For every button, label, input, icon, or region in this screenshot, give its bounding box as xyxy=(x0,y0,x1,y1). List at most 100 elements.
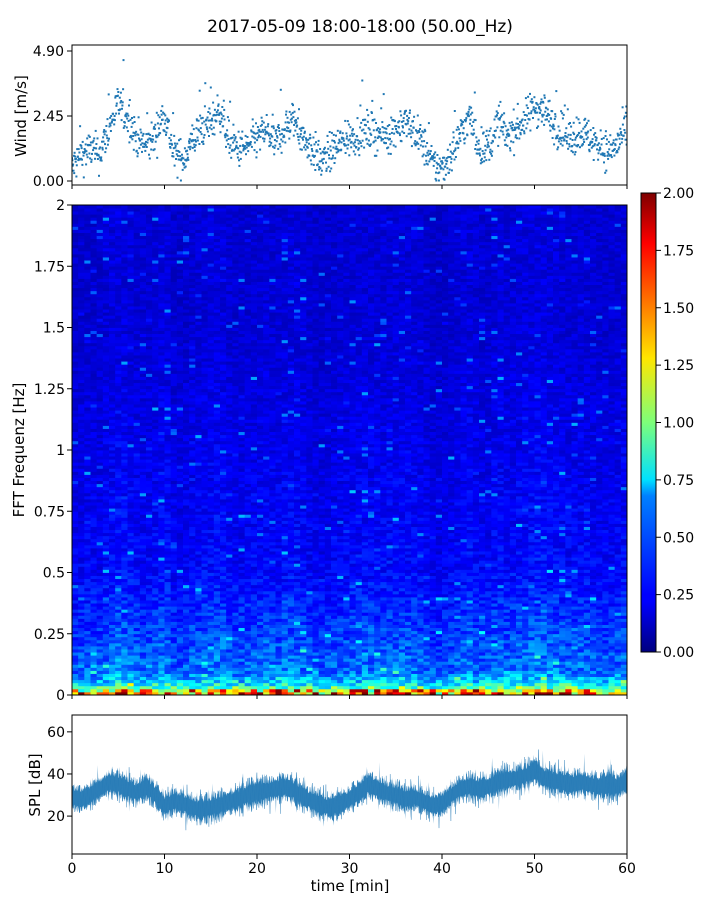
wind-point xyxy=(477,148,480,151)
spectrogram-cell xyxy=(152,401,159,405)
wind-point xyxy=(122,59,125,62)
spectrogram-cell xyxy=(133,691,141,695)
wind-point xyxy=(615,138,618,141)
spectrogram-cell xyxy=(109,541,116,546)
spectrogram-cell xyxy=(164,275,172,279)
spectrogram-cell xyxy=(84,673,92,678)
wind-point xyxy=(512,141,515,144)
wind-point xyxy=(337,150,340,153)
spectrogram-cell xyxy=(139,578,147,583)
wind-point xyxy=(229,100,232,103)
spectrogram-cell xyxy=(176,208,184,212)
wind-point xyxy=(353,144,356,147)
spectrogram-cell xyxy=(133,367,141,371)
spectrogram-cell xyxy=(164,238,172,243)
spectrogram-cell xyxy=(158,257,166,261)
spectrogram-cell xyxy=(96,477,104,482)
spectrogram-cell xyxy=(78,587,85,592)
wind-point xyxy=(328,157,331,160)
spectrogram-cell xyxy=(139,691,147,695)
spectrogram-cell xyxy=(189,232,196,237)
spectrogram-cell xyxy=(195,658,203,662)
spectrogram-cell xyxy=(176,462,184,466)
spectrogram-cell xyxy=(115,627,122,632)
wind-point xyxy=(496,114,498,117)
spectrogram-cell xyxy=(84,563,92,567)
spectrogram-cell xyxy=(78,345,85,350)
spectrogram-cell xyxy=(109,480,116,485)
spectrogram-cell xyxy=(152,578,159,583)
spectrogram-cell xyxy=(84,321,92,325)
spectrogram-cell xyxy=(90,355,98,359)
wind-point xyxy=(402,120,405,123)
wind-point xyxy=(570,125,573,128)
spectrogram-cell xyxy=(84,615,92,619)
spectrogram-cell xyxy=(133,275,141,279)
spectrogram-cell xyxy=(127,324,135,328)
spectrogram-cell xyxy=(158,492,166,497)
spectrogram-cell xyxy=(90,367,98,371)
spectrogram-cell xyxy=(78,682,85,687)
spectrogram-cell xyxy=(146,688,153,693)
spectrogram-cell xyxy=(146,254,153,258)
spectrogram-cell xyxy=(90,486,98,491)
spectrogram-cell xyxy=(152,266,159,270)
spectrogram-cell xyxy=(133,557,141,561)
spectrogram-cell xyxy=(78,318,85,322)
wind-point xyxy=(256,139,259,142)
spectrogram-cell xyxy=(90,544,98,549)
spectrogram-cell xyxy=(72,440,79,445)
spectrogram-cell xyxy=(170,345,178,350)
spectrogram-cell xyxy=(183,471,190,475)
spectrogram-cell xyxy=(78,358,85,362)
spectrogram-cell xyxy=(176,226,184,230)
spectrogram-cell xyxy=(121,603,129,607)
spectrogram-cell xyxy=(139,367,147,371)
spectrogram-cell xyxy=(109,544,116,549)
wind-point xyxy=(84,143,87,146)
spectrogram-cell xyxy=(183,299,190,304)
spectrogram-cell xyxy=(78,211,85,215)
spectrogram-cell xyxy=(72,538,79,543)
spectrogram-cell xyxy=(183,235,190,240)
wind-point xyxy=(543,123,546,126)
spectrogram-cell xyxy=(183,587,190,592)
spectrogram-cell xyxy=(96,345,104,350)
spectrogram-cell xyxy=(102,679,110,684)
spectrogram-cell xyxy=(115,379,122,384)
spectrogram-cell xyxy=(96,584,104,589)
spectrogram-cell xyxy=(195,679,203,684)
spectrogram-cell xyxy=(127,355,135,359)
spectrogram-cell xyxy=(72,557,79,561)
spectrogram-cell xyxy=(84,388,92,393)
spectrogram-cell xyxy=(127,630,135,635)
spectrogram-cell xyxy=(90,260,98,264)
spectrogram-cell xyxy=(146,348,153,353)
spectrogram-cell xyxy=(139,661,147,665)
wind-point xyxy=(560,136,563,139)
spectrogram-cell xyxy=(189,428,196,433)
wind-point xyxy=(127,114,130,117)
spectrogram-cell xyxy=(96,275,104,279)
spectrogram-cell xyxy=(164,355,172,359)
spectrogram-cell xyxy=(84,275,92,279)
spectrogram-cell xyxy=(183,296,190,301)
wind-point xyxy=(280,151,283,154)
spectrogram-cell xyxy=(201,443,209,448)
spectrogram-cell xyxy=(170,342,178,347)
spectrogram-cell xyxy=(115,272,122,276)
wind-point xyxy=(309,159,312,162)
wind-point xyxy=(138,147,141,150)
spectrogram-cell xyxy=(96,321,104,325)
spectrogram-cell xyxy=(115,532,122,537)
spectrogram-cell xyxy=(121,339,129,344)
spectrogram-cell xyxy=(121,275,129,279)
wind-point xyxy=(330,167,333,170)
wind-point xyxy=(157,134,160,136)
spectrogram-cell xyxy=(183,367,190,371)
spectrogram-cell xyxy=(139,312,147,316)
spectrogram-cell xyxy=(133,247,141,252)
wind-point xyxy=(623,129,626,131)
wind-point xyxy=(137,116,140,119)
spectrogram-cell xyxy=(183,281,190,286)
